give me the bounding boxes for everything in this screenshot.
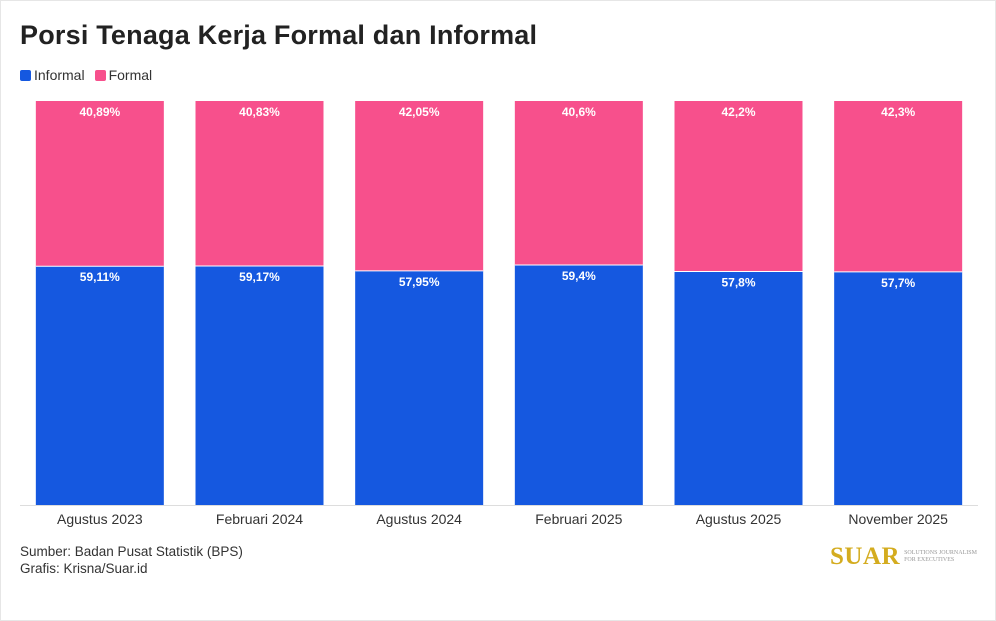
logo-tagline: SOLUTIONS JOURNALISM FOR EXECUTIVES — [904, 550, 977, 563]
credit-line: Grafis: Krisna/Suar.id — [20, 561, 148, 576]
legend: Informal Formal — [20, 67, 156, 83]
data-label-informal-5: 57,7% — [881, 276, 915, 290]
data-label-formal-2: 42,05% — [399, 105, 440, 119]
bar-informal-3 — [514, 265, 643, 505]
data-label-formal-4: 42,2% — [721, 105, 755, 119]
suar-logo: SUAR SOLUTIONS JOURNALISM FOR EXECUTIVES — [830, 543, 982, 571]
stacked-bar-chart: 40,89% 59,11% Agustus 2023 40,83% 59,17% Febr… — [20, 101, 978, 527]
x-tick-label-1: Februari 2024 — [216, 511, 303, 527]
legend-item-formal: Formal — [94, 67, 153, 83]
bar-informal-4 — [674, 271, 803, 505]
source-note: Sumber: Badan Pusat Statistik (BPS) Graf… — [20, 543, 243, 577]
data-label-informal-2: 57,95% — [399, 275, 440, 289]
data-label-formal-0: 40,89% — [79, 105, 120, 119]
legend-item-informal: Informal — [20, 67, 85, 83]
bar-formal-5 — [834, 101, 963, 272]
legend-label-informal: Informal — [34, 67, 85, 83]
legend-swatch-informal — [20, 69, 31, 81]
data-label-formal-3: 40,6% — [562, 105, 596, 119]
bar-formal-3 — [514, 101, 643, 266]
bar-formal-2 — [355, 101, 484, 271]
data-label-informal-0: 59,11% — [80, 270, 120, 284]
chart-title: Porsi Tenaga Kerja Formal dan Informal — [20, 20, 538, 50]
bar-informal-5 — [834, 271, 963, 505]
x-tick-label-2: Agustus 2024 — [376, 511, 462, 527]
source-line: Sumber: Badan Pusat Statistik (BPS) — [20, 544, 243, 559]
data-label-informal-1: 59,17% — [239, 270, 280, 284]
x-tick-label-4: Agustus 2025 — [696, 511, 782, 527]
data-label-formal-5: 42,3% — [881, 105, 915, 119]
bar-formal-4 — [674, 101, 803, 272]
bar-informal-1 — [195, 265, 324, 505]
x-tick-label-0: Agustus 2023 — [57, 511, 143, 527]
bar-informal-0 — [35, 266, 164, 505]
x-tick-label-5: November 2025 — [848, 511, 948, 527]
x-tick-label-3: Februari 2025 — [535, 511, 622, 527]
data-label-informal-3: 59,4% — [562, 269, 596, 283]
bar-informal-2 — [355, 270, 484, 505]
bar-formal-0 — [35, 101, 164, 267]
data-label-formal-1: 40,83% — [239, 105, 280, 119]
logo-wordmark: SUAR — [830, 543, 901, 570]
bar-formal-1 — [195, 101, 324, 266]
legend-label-formal: Formal — [108, 67, 153, 83]
legend-swatch-formal — [94, 69, 106, 81]
data-label-informal-4: 57,8% — [721, 275, 755, 289]
